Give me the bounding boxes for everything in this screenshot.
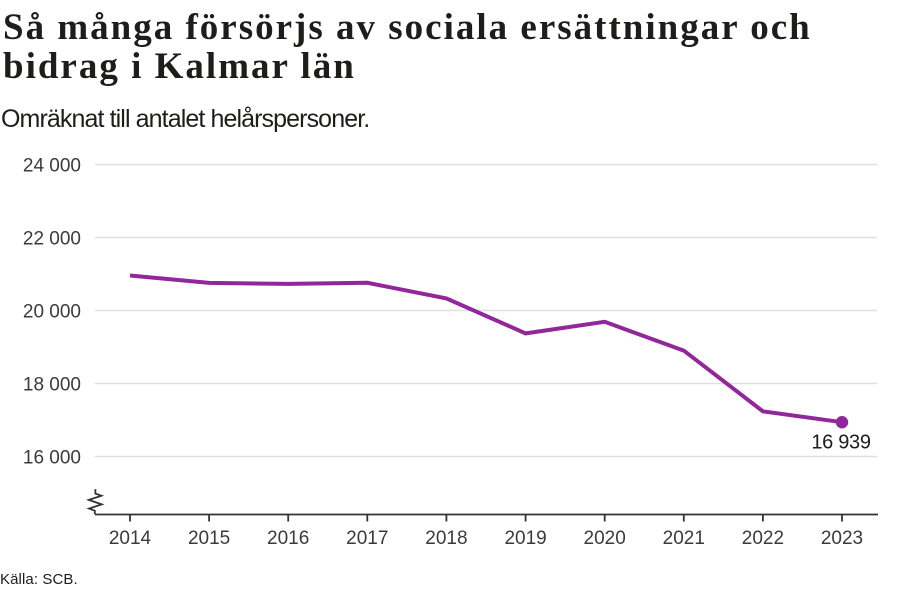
svg-text:18 000: 18 000 <box>23 375 81 396</box>
svg-text:2021: 2021 <box>663 528 705 549</box>
svg-text:20 000: 20 000 <box>23 302 81 323</box>
svg-text:16 000: 16 000 <box>23 448 81 469</box>
svg-text:2014: 2014 <box>109 528 152 549</box>
svg-text:2023: 2023 <box>821 528 863 549</box>
svg-text:2019: 2019 <box>504 528 546 549</box>
svg-text:24 000: 24 000 <box>23 156 81 177</box>
svg-text:2022: 2022 <box>742 528 784 549</box>
svg-text:2020: 2020 <box>584 528 626 549</box>
svg-text:2016: 2016 <box>267 528 309 549</box>
svg-text:2015: 2015 <box>188 528 230 549</box>
svg-text:2018: 2018 <box>425 528 467 549</box>
svg-text:16 939: 16 939 <box>811 432 871 454</box>
svg-text:2017: 2017 <box>346 528 388 549</box>
svg-text:22 000: 22 000 <box>23 229 81 250</box>
